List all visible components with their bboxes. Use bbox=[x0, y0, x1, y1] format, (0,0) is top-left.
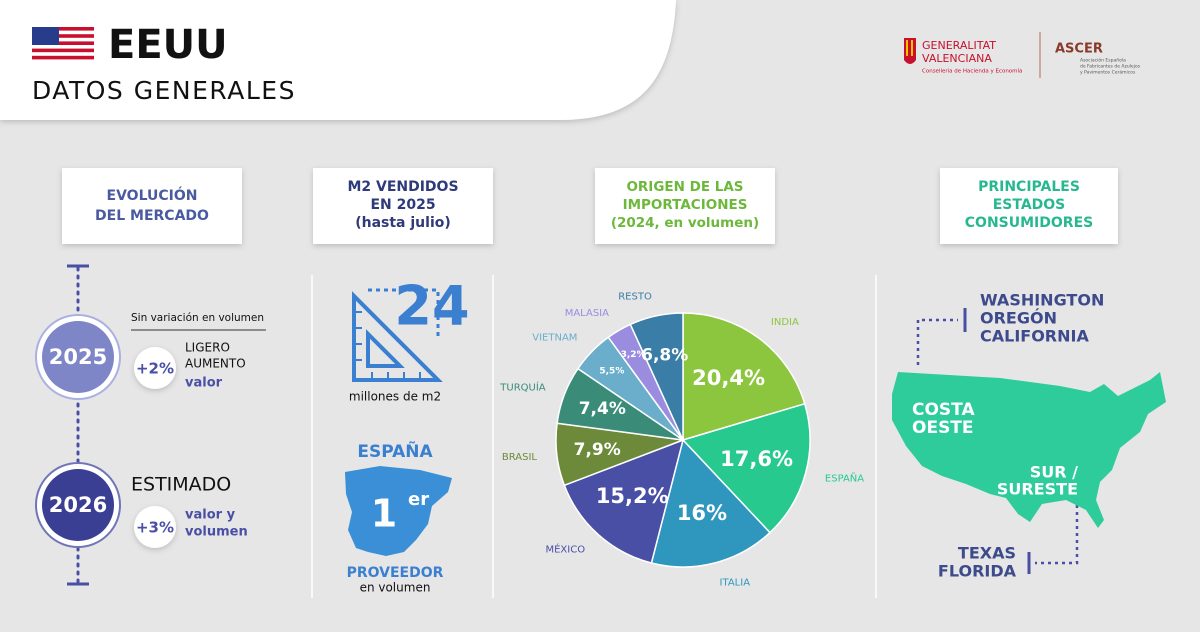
logo-text: VALENCIANA bbox=[922, 52, 992, 65]
logo-text: Asociación Española bbox=[1080, 57, 1126, 64]
value-label: 15,2% bbox=[596, 484, 669, 508]
chart-title: IMPORTACIONES bbox=[623, 197, 748, 213]
usa-map bbox=[892, 372, 1166, 528]
state: TEXAS bbox=[958, 544, 1016, 563]
detail: LIGERO bbox=[185, 341, 230, 355]
country: ESPAÑA bbox=[357, 439, 433, 462]
rank: 1 bbox=[371, 492, 397, 536]
panel-title: (hasta julio) bbox=[355, 215, 451, 231]
logo-text: y Pavimentos Cerámicos bbox=[1080, 69, 1136, 76]
panel-title: PRINCIPALES bbox=[978, 179, 1080, 195]
category-label: INDIA bbox=[771, 317, 799, 328]
region: SURESTE bbox=[997, 480, 1078, 499]
value-label: 20,4% bbox=[692, 366, 765, 390]
year: 2026 bbox=[49, 493, 107, 517]
amount: 24 bbox=[394, 275, 469, 338]
state: FLORIDA bbox=[938, 562, 1017, 581]
role-note: en volumen bbox=[360, 581, 431, 595]
change-badge bbox=[134, 347, 176, 389]
value-label: 17,6% bbox=[720, 447, 793, 471]
timeline bbox=[35, 264, 121, 586]
category-label: ESPAÑA bbox=[825, 471, 864, 484]
role: PROVEEDOR bbox=[347, 565, 444, 581]
measure: valor bbox=[185, 376, 223, 391]
value-label: 6,8% bbox=[641, 346, 688, 366]
panel-title-box bbox=[595, 168, 775, 244]
panel-title: CONSUMIDORES bbox=[965, 215, 1093, 231]
value-label: 3,2% bbox=[621, 350, 646, 360]
panel-title: M2 VENDIDOS bbox=[347, 179, 458, 195]
pie-slice bbox=[682, 312, 806, 442]
panel-title: EVOLUCIÓN bbox=[107, 186, 198, 204]
logo-text: Conselleria de Hacienda y Economía bbox=[922, 68, 1022, 75]
pie-slice bbox=[650, 438, 771, 568]
panel-title-box bbox=[62, 168, 242, 244]
year: 2025 bbox=[49, 345, 107, 369]
change: +2% bbox=[136, 360, 174, 378]
panel-title: EN 2025 bbox=[370, 197, 435, 213]
flag bbox=[32, 27, 94, 63]
page-subtitle: DATOS GENERALES bbox=[32, 76, 296, 105]
panel-title: DEL MERCADO bbox=[95, 208, 209, 224]
panel-title-box bbox=[313, 168, 493, 244]
chart-title: ORIGEN DE LAS bbox=[626, 179, 743, 195]
ruler-icon bbox=[352, 288, 443, 382]
category-label: VIETNAM bbox=[532, 333, 577, 344]
change-badge bbox=[134, 506, 176, 548]
panel-title-box bbox=[940, 168, 1118, 244]
category-label: MÉXICO bbox=[545, 543, 585, 556]
detail: AUMENTO bbox=[185, 357, 246, 371]
page-title: EEUU bbox=[108, 22, 228, 68]
header-panel bbox=[0, 0, 676, 120]
pie-slice bbox=[629, 312, 684, 441]
unit: millones de m2 bbox=[349, 390, 441, 404]
state: WASHINGTON bbox=[980, 291, 1104, 310]
region: COSTA bbox=[912, 400, 975, 420]
category-label: TURQUÍA bbox=[499, 381, 546, 394]
measure: volumen bbox=[185, 525, 248, 540]
leader-lines bbox=[916, 308, 1079, 574]
pie-chart: 20,4% INDIA 17,6% ESPAÑA 16% ITALIA 15,2% MÉXIC… bbox=[499, 291, 864, 588]
note: ESTIMADO bbox=[131, 474, 231, 496]
state: OREGÓN bbox=[980, 309, 1057, 328]
rank-suffix: er bbox=[408, 489, 429, 510]
pie-slice bbox=[563, 438, 685, 564]
category-label: BRASIL bbox=[502, 452, 538, 463]
logo-ascer: ASCER Asociación Española de Fabricantes… bbox=[1055, 42, 1141, 76]
column-divider bbox=[311, 275, 877, 598]
region: OESTE bbox=[912, 418, 974, 438]
value-label: 5,5% bbox=[599, 367, 624, 377]
region: SUR / bbox=[1030, 463, 1078, 482]
logo-text: de Fabricantes de Azulejos bbox=[1080, 64, 1141, 70]
logo-text: GENERALITAT bbox=[922, 39, 996, 52]
value-label: 7,4% bbox=[579, 399, 626, 419]
chart-title: (2024, en volumen) bbox=[611, 215, 759, 231]
state: CALIFORNIA bbox=[980, 327, 1089, 346]
value-label: 7,9% bbox=[574, 440, 621, 460]
category-label: ITALIA bbox=[720, 577, 751, 588]
logo-generalitat: GENERALITAT VALENCIANA Conselleria de Ha… bbox=[904, 38, 1022, 75]
note: Sin variación en volumen bbox=[131, 312, 264, 324]
change: +3% bbox=[136, 519, 174, 537]
spain-map bbox=[345, 466, 452, 556]
pie-slice bbox=[681, 402, 811, 534]
value-label: 16% bbox=[677, 501, 727, 525]
measure: valor y bbox=[185, 508, 236, 523]
category-label: MALASIA bbox=[565, 308, 609, 319]
panel-title: ESTADOS bbox=[993, 197, 1066, 213]
logo-text: ASCER bbox=[1055, 42, 1103, 57]
category-label: RESTO bbox=[618, 291, 652, 302]
